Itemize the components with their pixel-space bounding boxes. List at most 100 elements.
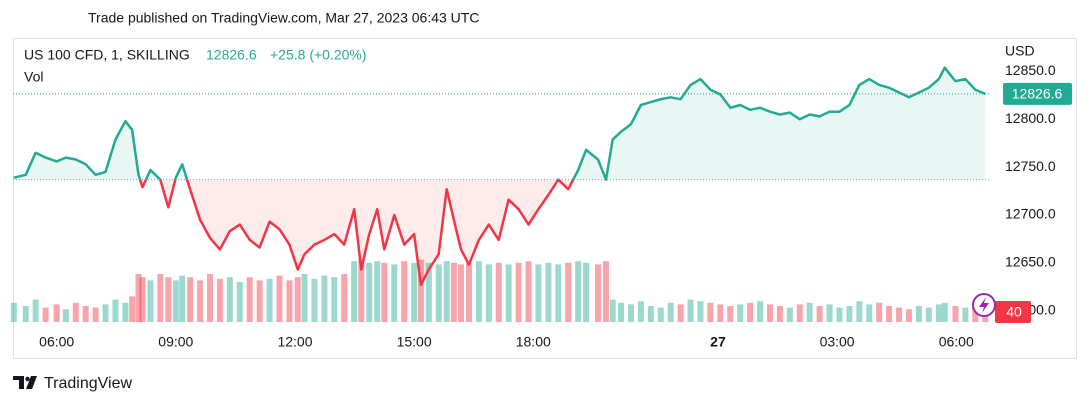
volume-bar xyxy=(417,259,424,322)
volume-bar xyxy=(139,277,146,322)
volume-bar xyxy=(485,264,492,322)
x-tick-label: 09:00 xyxy=(158,334,193,350)
volume-bar xyxy=(647,306,654,322)
brand-name: TradingView xyxy=(44,375,132,392)
price-line-up xyxy=(13,66,986,180)
volume-bar xyxy=(10,302,17,322)
volume-bar xyxy=(82,306,89,322)
volume-bar xyxy=(495,262,502,322)
volume-bar xyxy=(525,261,532,322)
volume-bar xyxy=(321,275,328,322)
volume-bar xyxy=(266,278,273,322)
volume-bar xyxy=(435,264,442,322)
volume-bar xyxy=(687,299,694,322)
logo-v xyxy=(26,376,37,389)
volume-bar xyxy=(737,304,744,322)
last-volume-label: 40 xyxy=(1006,304,1022,320)
volume-bar xyxy=(286,280,293,322)
x-tick-label: 12:00 xyxy=(277,334,312,350)
volume-bar xyxy=(72,302,79,322)
volume-bar xyxy=(618,302,625,322)
volume-bar xyxy=(595,264,602,322)
volume-bar xyxy=(866,304,873,322)
volume-bar xyxy=(457,264,464,322)
volume-bar xyxy=(32,299,39,322)
volume-bar xyxy=(952,306,959,322)
volume-bar xyxy=(425,262,432,322)
y-tick-label: 12700.0 xyxy=(1005,206,1056,222)
logo-t xyxy=(13,376,24,389)
volume-bar xyxy=(816,306,823,322)
volume-bar xyxy=(657,307,664,322)
volume-bar xyxy=(206,274,213,322)
volume-bar xyxy=(216,278,223,322)
volume-bar xyxy=(757,301,764,322)
volume-bar xyxy=(637,301,644,322)
volume-bar xyxy=(545,262,552,322)
volume-bar xyxy=(165,277,172,322)
volume-bar xyxy=(443,261,450,322)
volume-bar xyxy=(747,302,754,322)
volume-bar xyxy=(896,307,903,322)
volume-bar xyxy=(465,262,472,322)
volume-bar xyxy=(42,307,49,322)
axes: 12600.012650.012700.012750.012800.012850… xyxy=(39,62,1072,350)
volume-bar xyxy=(806,302,813,322)
last-price-badge xyxy=(1003,82,1072,105)
volume-bar xyxy=(876,302,883,322)
volume-bar xyxy=(411,262,418,322)
logo-dot xyxy=(25,376,30,382)
volume-bar xyxy=(925,307,932,322)
volume-bar xyxy=(677,304,684,322)
volume-bar xyxy=(62,309,69,322)
volume-bar xyxy=(401,261,408,322)
volume-bar xyxy=(796,304,803,322)
volume-bar xyxy=(366,262,373,322)
x-tick-label: 06:00 xyxy=(39,334,74,350)
volume-bar xyxy=(575,261,582,322)
volume-bar xyxy=(92,307,99,322)
volume-bar xyxy=(609,299,616,322)
volume-bar xyxy=(697,301,704,322)
volume-bar xyxy=(826,304,833,322)
volume-bar xyxy=(846,306,853,322)
volume-bar xyxy=(351,261,358,322)
x-tick-label: 18:00 xyxy=(516,334,551,350)
last-price-label: 12826.6 xyxy=(1012,86,1063,102)
volume-bar xyxy=(102,304,109,322)
y-tick-label: 12650.0 xyxy=(1005,254,1056,270)
volume-bar xyxy=(358,259,365,322)
change-legend: +25.8 (+0.20%) xyxy=(270,47,367,63)
x-tick-label: 15:00 xyxy=(397,334,432,350)
volume-bar xyxy=(707,302,714,322)
x-tick-label: 06:00 xyxy=(939,334,974,350)
volume-bar xyxy=(667,302,674,322)
volume-bar xyxy=(941,302,948,322)
chart-frame xyxy=(13,38,1077,359)
x-tick-label: 27 xyxy=(710,334,726,350)
volume-bar xyxy=(555,264,562,322)
volume-bar xyxy=(602,261,609,322)
volume-bar xyxy=(311,278,318,322)
volume-bar xyxy=(172,280,179,322)
volume-bar xyxy=(786,307,793,322)
volume-bar xyxy=(856,301,863,322)
volume-bar xyxy=(515,262,522,322)
y-tick-label: 12800.0 xyxy=(1005,110,1056,126)
y-tick-label: 12750.0 xyxy=(1005,158,1056,174)
volume-bar xyxy=(717,304,724,322)
volume-bar xyxy=(197,280,204,322)
volume-bar xyxy=(535,264,542,322)
volume-bar xyxy=(727,306,734,322)
volume-bar xyxy=(147,280,154,322)
volume-bar xyxy=(935,304,942,322)
symbol-legend: US 100 CFD, 1, SKILLING xyxy=(24,47,190,63)
volume-bar xyxy=(236,282,243,322)
volume-bar xyxy=(475,261,482,322)
volume-bar xyxy=(341,274,348,322)
volume-bar xyxy=(301,274,308,322)
alert-icon-bolt xyxy=(979,297,989,313)
volume-bar xyxy=(381,262,388,322)
volume-bar xyxy=(122,302,129,322)
